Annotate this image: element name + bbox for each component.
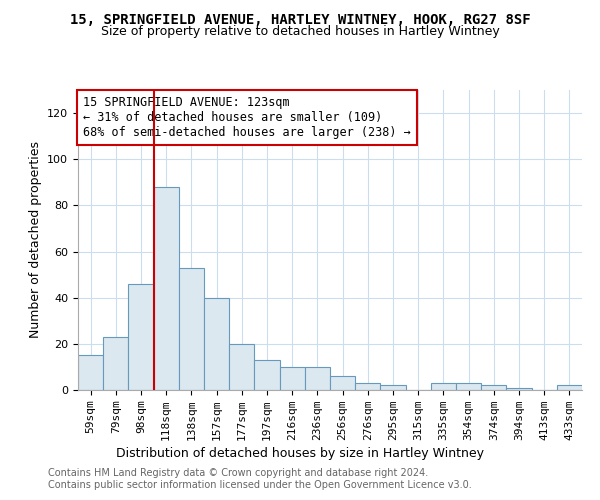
Text: 15, SPRINGFIELD AVENUE, HARTLEY WINTNEY, HOOK, RG27 8SF: 15, SPRINGFIELD AVENUE, HARTLEY WINTNEY,… xyxy=(70,12,530,26)
Bar xyxy=(355,383,380,390)
Text: Size of property relative to detached houses in Hartley Wintney: Size of property relative to detached ho… xyxy=(101,25,499,38)
Y-axis label: Number of detached properties: Number of detached properties xyxy=(29,142,41,338)
Bar xyxy=(204,298,229,390)
Text: Contains public sector information licensed under the Open Government Licence v3: Contains public sector information licen… xyxy=(48,480,472,490)
Text: 15 SPRINGFIELD AVENUE: 123sqm
← 31% of detached houses are smaller (109)
68% of : 15 SPRINGFIELD AVENUE: 123sqm ← 31% of d… xyxy=(83,96,411,139)
Bar xyxy=(557,386,582,390)
Bar xyxy=(431,383,456,390)
Text: Distribution of detached houses by size in Hartley Wintney: Distribution of detached houses by size … xyxy=(116,448,484,460)
Bar xyxy=(280,367,305,390)
Text: Contains HM Land Registry data © Crown copyright and database right 2024.: Contains HM Land Registry data © Crown c… xyxy=(48,468,428,477)
Bar xyxy=(254,360,280,390)
Bar xyxy=(78,356,103,390)
Bar xyxy=(481,386,506,390)
Bar xyxy=(154,187,179,390)
Bar xyxy=(456,383,481,390)
Bar xyxy=(128,284,154,390)
Bar xyxy=(103,337,128,390)
Bar xyxy=(179,268,204,390)
Bar xyxy=(229,344,254,390)
Bar xyxy=(305,367,330,390)
Bar xyxy=(380,386,406,390)
Bar xyxy=(506,388,532,390)
Bar xyxy=(330,376,355,390)
